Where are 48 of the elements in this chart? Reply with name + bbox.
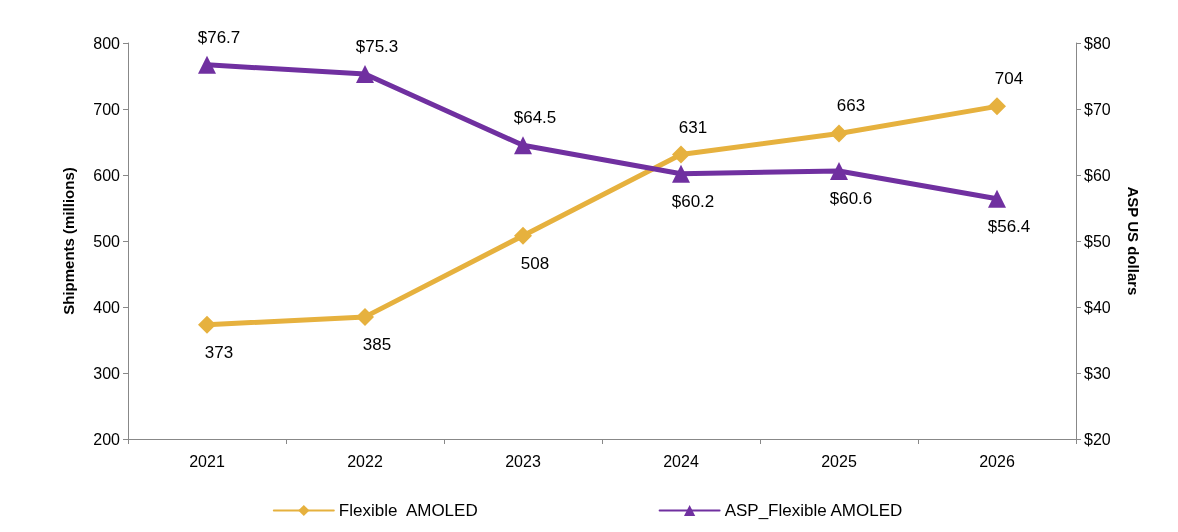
y2-axis-title: ASP US dollars	[1125, 186, 1142, 296]
x-tick-label: 2021	[189, 452, 225, 470]
y2-tick-label: $50	[1084, 232, 1111, 250]
data-label: $76.7	[197, 27, 241, 47]
x-tick-label: 2023	[505, 452, 541, 470]
legend-label: Flexible AMOLED	[338, 501, 478, 520]
y2-tick-label: $70	[1084, 100, 1111, 118]
y-tick-label: 600	[93, 166, 121, 184]
data-label: 631	[678, 117, 708, 137]
point	[672, 145, 690, 164]
data-label: 663	[836, 96, 866, 116]
y2-tick-label: $30	[1084, 364, 1111, 382]
data-label: $64.5	[513, 108, 557, 128]
x-tick-label: 2025	[821, 452, 857, 470]
data-label: 385	[362, 334, 392, 354]
point	[830, 162, 848, 181]
y-tick-label: 400	[93, 298, 121, 316]
y2-tick-label: $20	[1084, 430, 1111, 448]
y-tick-label: 800	[93, 34, 121, 52]
data-label: $60.2	[671, 191, 715, 211]
point	[988, 97, 1006, 116]
point	[356, 307, 374, 326]
y-tick-label: 700	[93, 100, 121, 118]
point	[514, 226, 532, 245]
y-tick-label: 500	[93, 232, 121, 250]
data-label: $56.4	[987, 216, 1031, 236]
data-label: 508	[520, 253, 550, 273]
data-label: $60.6	[829, 189, 873, 209]
point	[198, 315, 216, 334]
data-label: $75.3	[355, 37, 399, 57]
point	[988, 189, 1006, 208]
y-axis-title: Shipments (millions)	[60, 167, 77, 315]
legend-label: ASP_Flexible AMOLED	[724, 501, 903, 520]
data-label: 373	[204, 342, 234, 362]
y2-tick-label: $80	[1084, 34, 1111, 52]
x-tick-label: 2026	[979, 452, 1015, 470]
point	[672, 164, 690, 183]
x-tick-label: 2024	[663, 452, 699, 470]
x-tick-label: 2022	[347, 452, 383, 470]
y2-tick-label: $60	[1084, 166, 1111, 184]
point	[830, 124, 848, 143]
y-tick-label: 300	[93, 364, 121, 382]
point	[198, 55, 216, 74]
y-tick-label: 200	[93, 430, 121, 448]
y2-tick-label: $40	[1084, 298, 1111, 316]
data-label: 704	[994, 69, 1024, 89]
point	[514, 136, 532, 155]
point	[356, 65, 374, 84]
